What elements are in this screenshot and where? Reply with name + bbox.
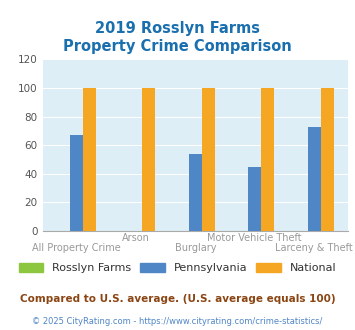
Bar [142, 88, 155, 231]
Bar [261, 88, 274, 231]
Bar [83, 88, 96, 231]
Text: 2019 Rosslyn Farms
Property Crime Comparison: 2019 Rosslyn Farms Property Crime Compar… [63, 21, 292, 54]
Legend: Rosslyn Farms, Pennsylvania, National: Rosslyn Farms, Pennsylvania, National [19, 263, 336, 273]
Text: Arson: Arson [122, 233, 149, 243]
Bar [189, 154, 202, 231]
Bar [248, 167, 261, 231]
Bar [308, 127, 321, 231]
Bar [321, 88, 334, 231]
Text: Motor Vehicle Theft: Motor Vehicle Theft [207, 233, 302, 243]
Bar [202, 88, 215, 231]
Text: © 2025 CityRating.com - https://www.cityrating.com/crime-statistics/: © 2025 CityRating.com - https://www.city… [32, 317, 323, 326]
Bar [70, 135, 83, 231]
Text: Compared to U.S. average. (U.S. average equals 100): Compared to U.S. average. (U.S. average … [20, 294, 335, 304]
Text: All Property Crime: All Property Crime [32, 243, 120, 252]
Text: Burglary: Burglary [175, 243, 216, 252]
Text: Larceny & Theft: Larceny & Theft [275, 243, 353, 252]
